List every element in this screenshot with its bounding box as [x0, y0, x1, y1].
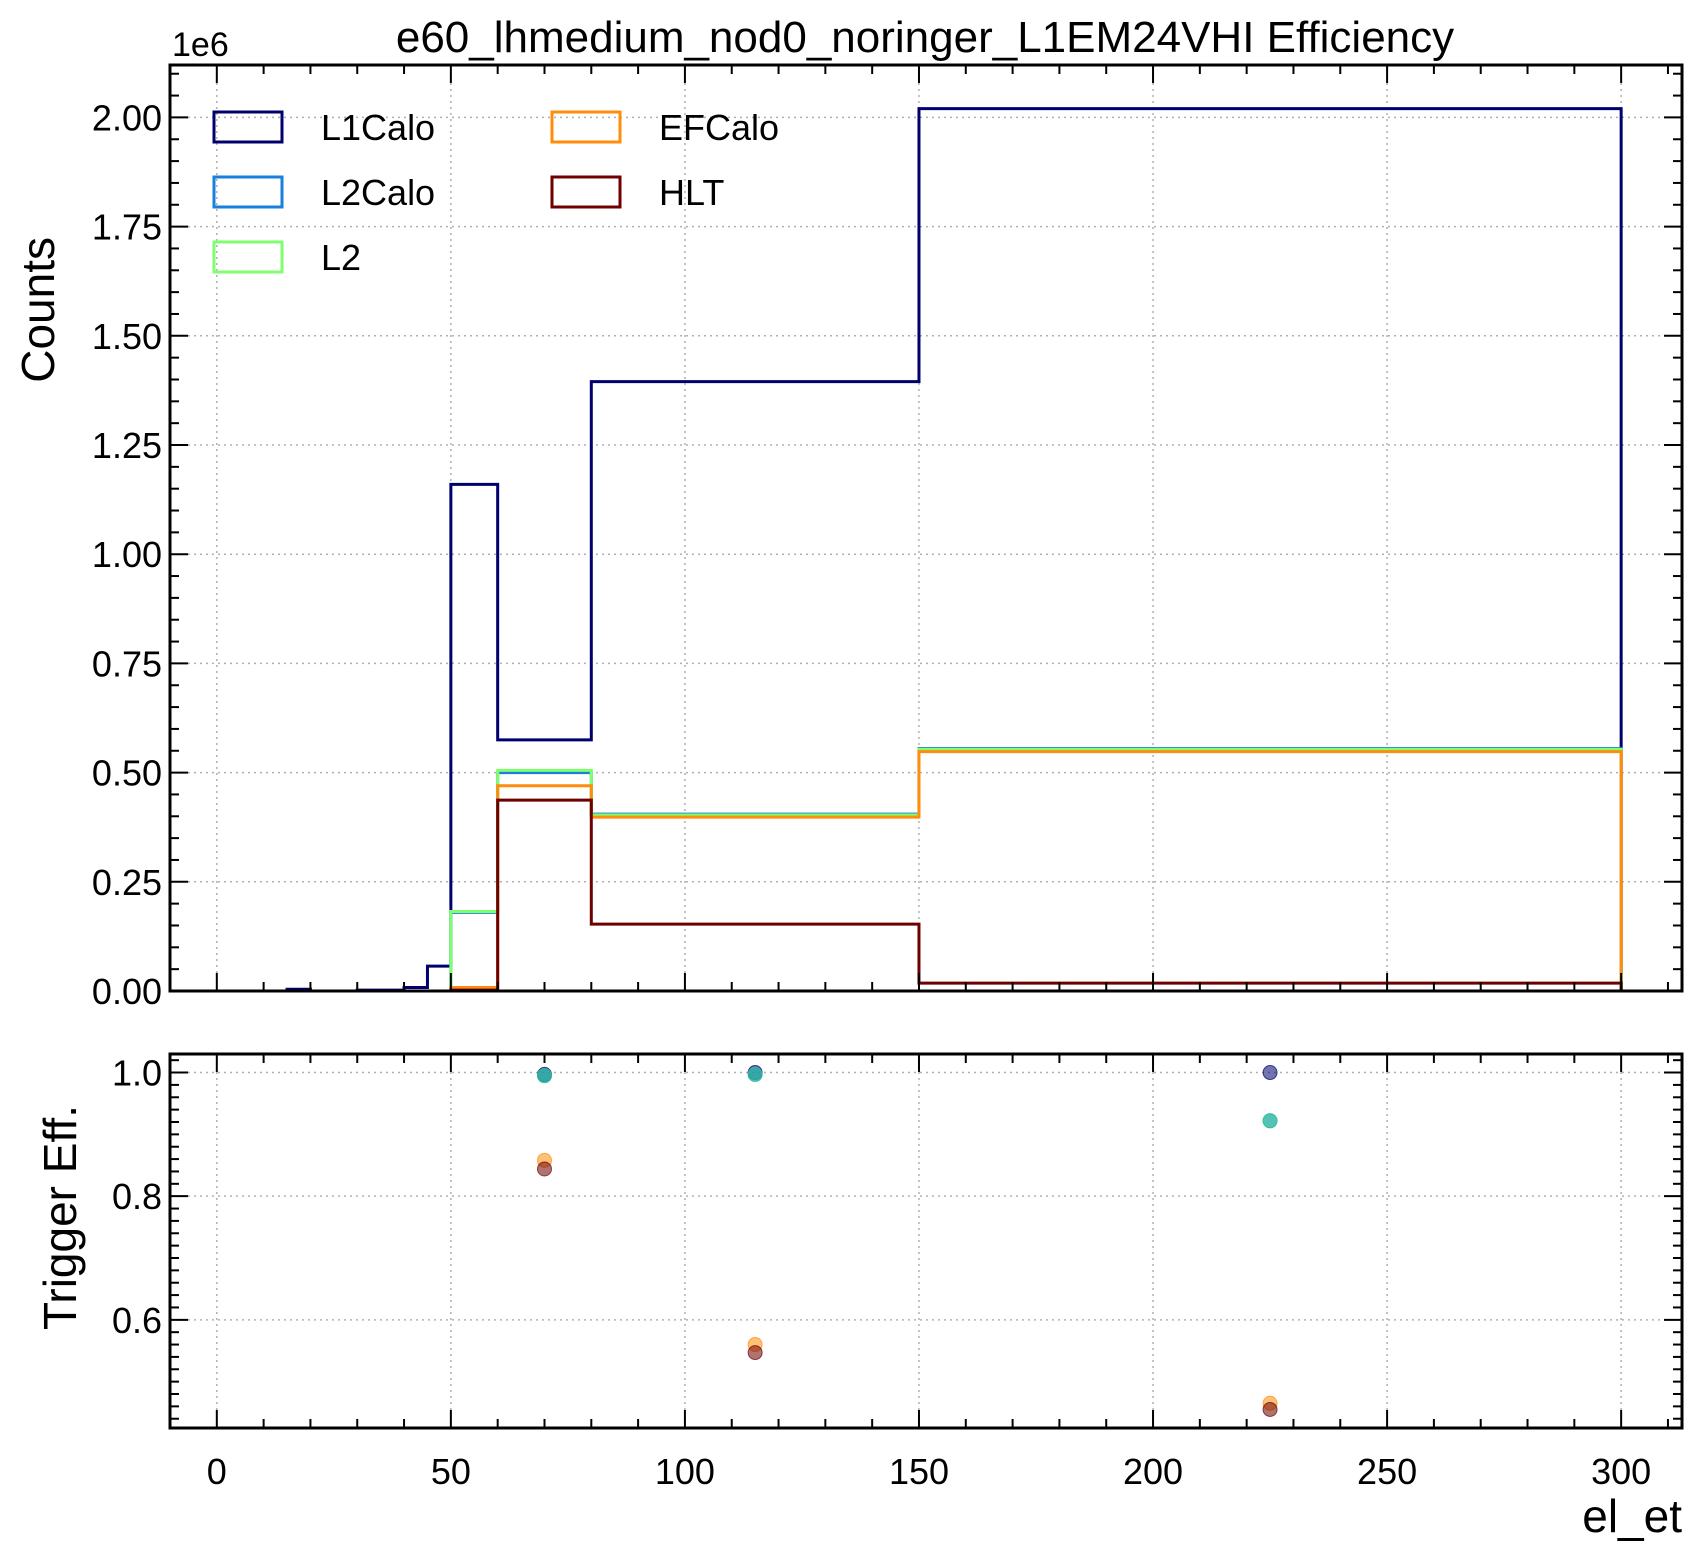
x-tick-label: 250	[1357, 1451, 1417, 1492]
bottom-panel: 0.6 0.8 1.0 0 50 100 150 200 250 300 Trigger Eff…	[34, 1052, 1684, 1542]
x-tick-label: 300	[1591, 1451, 1651, 1492]
top-y-tick-label: 0.50	[92, 753, 162, 794]
bottom-grid	[170, 1054, 1682, 1428]
legend-label-hlt: HLT	[659, 172, 724, 213]
legend-entry-l2: L2	[212, 237, 361, 278]
legend-swatch-l2calo	[212, 175, 284, 209]
efficiency-point-series-4	[1262, 1401, 1278, 1417]
legend-entry-hlt: HLT	[550, 172, 724, 213]
legend-swatch-hlt	[550, 175, 622, 209]
top-y-tick-labels: 0.00 0.25 0.50 0.75 1.00 1.25 1.50 1.75 2.00	[92, 97, 162, 1012]
bottom-panel-frame	[168, 1052, 1684, 1430]
top-y-axis-title: Counts	[12, 237, 64, 383]
efficiency-point-series-2	[536, 1068, 552, 1084]
x-tick-label: 100	[655, 1451, 715, 1492]
x-tick-label: 150	[889, 1451, 949, 1492]
bottom-y-axis-title: Trigger Eff.	[34, 1105, 86, 1330]
x-tick-label: 200	[1123, 1451, 1183, 1492]
efficiency-points	[536, 1065, 1278, 1417]
legend-entry-l2calo: L2Calo	[212, 172, 435, 213]
top-y-tick-label: 0.00	[92, 971, 162, 1012]
x-tick-label: 50	[431, 1451, 471, 1492]
legend-entry-l1calo: L1Calo	[212, 107, 435, 148]
top-y-tick-label: 1.00	[92, 534, 162, 575]
efficiency-point-series-4	[747, 1345, 763, 1361]
legend-label-l1calo: L1Calo	[321, 107, 435, 148]
efficiency-point-series-0	[1262, 1065, 1278, 1081]
x-tick-label: 0	[207, 1451, 227, 1492]
top-panel: 0.00 0.25 0.50 0.75 1.00 1.25 1.50 1.75 2.00 1e6…	[12, 26, 1684, 1012]
x-axis-title: el_et	[1582, 1490, 1682, 1542]
legend-swatch-l1calo	[212, 110, 284, 144]
legend: L1Calo L2Calo L2 EFCalo HLT	[212, 107, 779, 278]
bottom-y-tick-labels: 0.6 0.8 1.0	[112, 1053, 162, 1341]
legend-label-l2calo: L2Calo	[321, 172, 435, 213]
top-panel-title: e60_lhmedium_nod0_noringer_L1EM24VHI Eff…	[396, 13, 1454, 62]
top-y-tick-label: 1.75	[92, 207, 162, 248]
legend-label-l2: L2	[321, 237, 361, 278]
bottom-y-tick-label: 0.8	[112, 1176, 162, 1217]
x-tick-labels: 0 50 100 150 200 250 300	[207, 1451, 1651, 1492]
bottom-y-tick-label: 1.0	[112, 1053, 162, 1094]
efficiency-point-series-4	[536, 1161, 552, 1177]
top-y-tick-label: 1.50	[92, 316, 162, 357]
top-panel-frame	[168, 63, 1684, 993]
bottom-y-tick-label: 0.6	[112, 1300, 162, 1341]
legend-label-efcalo: EFCalo	[659, 107, 779, 148]
efficiency-point-series-2	[747, 1066, 763, 1082]
legend-swatch-l2	[212, 240, 284, 274]
y-offset-label: 1e6	[172, 26, 229, 64]
efficiency-point-series-2	[1262, 1113, 1278, 1129]
top-y-tick-label: 0.75	[92, 643, 162, 684]
top-y-tick-label: 2.00	[92, 97, 162, 138]
legend-swatch-efcalo	[550, 110, 622, 144]
top-y-tick-label: 0.25	[92, 862, 162, 903]
top-y-tick-label: 1.25	[92, 425, 162, 466]
legend-entry-efcalo: EFCalo	[550, 107, 779, 148]
